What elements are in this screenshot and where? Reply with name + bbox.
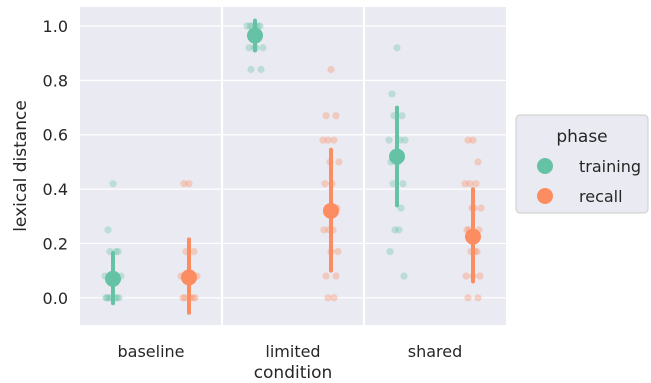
data-point <box>398 112 406 120</box>
data-point <box>324 136 332 144</box>
y-tick-label: 0.4 <box>43 180 68 199</box>
data-point <box>474 158 482 166</box>
data-point <box>393 44 401 52</box>
data-point <box>389 180 397 188</box>
data-point <box>179 294 187 302</box>
data-point <box>322 272 330 280</box>
data-point <box>476 272 484 280</box>
legend-frame <box>515 114 649 214</box>
x-tick-label: baseline <box>117 342 184 361</box>
data-point <box>181 294 189 302</box>
x-tick-label: limited <box>265 342 320 361</box>
data-point <box>466 180 474 188</box>
tick-labels: 0.0 0.2 0.4 0.6 0.8 1.0 baseline limited shared <box>43 17 463 361</box>
x-tick-label: shared <box>408 342 463 361</box>
chart-marks <box>101 18 485 315</box>
mean-marker <box>389 148 405 165</box>
mean-marker <box>247 27 263 44</box>
data-point <box>257 65 265 74</box>
grid <box>80 7 506 325</box>
mean-marker <box>105 270 121 287</box>
legend-marker-recall <box>537 188 553 204</box>
legend-label-recall: recall <box>579 187 623 206</box>
data-point <box>189 294 197 302</box>
legend: phase training recall <box>515 114 649 214</box>
data-point <box>464 136 472 144</box>
data-point <box>335 158 343 166</box>
data-point <box>180 180 188 188</box>
data-point <box>395 226 403 234</box>
data-point <box>245 44 253 52</box>
data-point <box>256 22 264 30</box>
data-point <box>391 226 399 234</box>
data-point <box>386 248 394 256</box>
y-tick-label: 0.2 <box>43 234 68 253</box>
mean-marker <box>465 228 481 245</box>
data-point <box>330 294 338 302</box>
data-point <box>401 136 409 144</box>
data-point <box>469 136 477 144</box>
data-point <box>397 204 405 212</box>
data-point <box>104 226 112 234</box>
data-point <box>320 226 328 234</box>
data-point <box>472 180 480 188</box>
data-point <box>330 136 338 144</box>
data-point <box>332 272 340 280</box>
data-point <box>114 248 122 256</box>
data-point <box>321 180 329 188</box>
data-point <box>191 294 199 302</box>
data-point <box>185 180 193 188</box>
data-point <box>246 22 254 30</box>
mean-marker <box>181 269 197 286</box>
y-axis-label: lexical distance <box>11 100 31 232</box>
data-point <box>400 272 408 280</box>
data-point <box>105 294 113 302</box>
data-point <box>243 22 251 30</box>
legend-title: phase <box>556 127 607 147</box>
data-point <box>334 248 342 256</box>
data-point <box>461 180 469 188</box>
data-point <box>115 294 123 302</box>
data-point <box>109 180 117 188</box>
data-point <box>462 272 470 280</box>
legend-label-training: training <box>579 157 641 176</box>
data-point <box>322 112 330 120</box>
y-tick-label: 0.6 <box>43 126 68 145</box>
y-tick-label: 0.0 <box>43 289 68 308</box>
data-point <box>103 294 111 302</box>
data-point <box>319 136 327 144</box>
data-point <box>474 294 482 302</box>
data-point <box>332 112 340 120</box>
mean-marker <box>323 202 339 219</box>
data-point <box>247 65 255 74</box>
legend-marker-training <box>537 158 553 174</box>
data-point <box>385 136 393 144</box>
data-point <box>327 65 335 74</box>
data-point <box>113 294 121 302</box>
plot-background <box>80 7 506 325</box>
data-point <box>464 294 472 302</box>
data-point <box>324 294 332 302</box>
y-tick-label: 0.8 <box>43 71 68 90</box>
y-tick-label: 1.0 <box>43 17 68 36</box>
data-point <box>477 204 485 212</box>
data-point <box>190 248 198 256</box>
data-point <box>399 180 407 188</box>
data-point <box>102 294 110 302</box>
data-point <box>259 44 267 52</box>
data-point <box>473 248 481 256</box>
x-axis-label: condition <box>254 363 333 383</box>
data-point <box>388 90 396 98</box>
